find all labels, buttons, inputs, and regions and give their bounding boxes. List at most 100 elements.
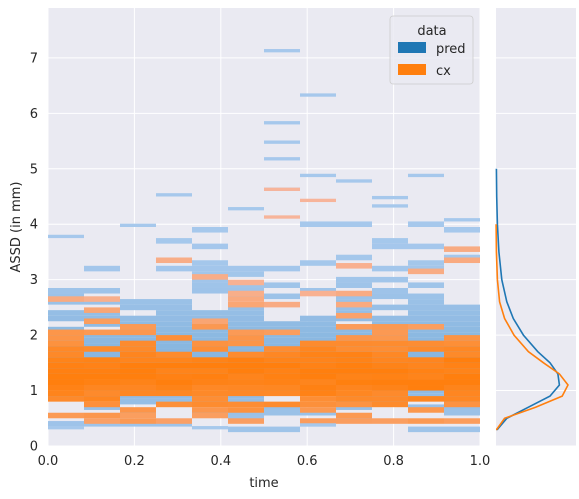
histogram-cell-cx xyxy=(300,407,336,413)
histogram-cell-pred xyxy=(300,423,336,427)
histogram-cell-pred xyxy=(264,265,300,272)
histogram-cell-cx xyxy=(336,324,372,330)
histogram-cell-pred xyxy=(372,204,408,208)
histogram-cell-pred xyxy=(300,221,336,227)
histogram-cell-pred xyxy=(192,310,228,316)
histogram-cell-cx xyxy=(336,373,372,380)
histogram-cell-cx xyxy=(300,396,336,402)
histogram-cell-cx xyxy=(264,215,300,219)
histogram-cell-pred xyxy=(372,293,408,300)
histogram-cell-cx xyxy=(156,401,192,408)
x-tick-label: 0.8 xyxy=(383,454,404,469)
histogram-cell-pred xyxy=(48,421,84,427)
histogram-cell-cx xyxy=(84,373,120,380)
histogram-cell-cx xyxy=(84,307,120,313)
histogram-cell-pred xyxy=(192,260,228,266)
histogram-cell-cx xyxy=(336,340,372,347)
legend-swatch-cx xyxy=(398,64,426,75)
histogram-cell-pred xyxy=(300,260,336,266)
histogram-cell-cx xyxy=(444,401,480,408)
marginal-grid xyxy=(496,57,576,447)
histogram-cell-pred xyxy=(336,276,372,283)
y-tick-label: 4 xyxy=(30,218,38,233)
histogram-cell-cx xyxy=(444,335,480,341)
histogram-cell-cx xyxy=(228,362,264,369)
histogram-cell-pred xyxy=(300,315,336,322)
histogram-cell-cx xyxy=(336,351,372,358)
y-tick-label: 6 xyxy=(30,107,38,122)
histogram-cell-cx xyxy=(300,373,336,380)
histogram-cell-cx xyxy=(156,418,192,424)
histogram-cell-pred xyxy=(264,49,300,53)
y-axis-ticks: 0 1 2 3 4 5 6 7 xyxy=(30,51,38,454)
histogram-cell-cx xyxy=(228,385,264,391)
histogram-cell-cx xyxy=(228,335,264,341)
histogram-cell-cx xyxy=(192,274,228,280)
x-tick-label: 0.4 xyxy=(210,454,231,469)
histogram-cell-cx xyxy=(120,362,156,369)
histogram-cell-cx xyxy=(120,351,156,358)
histogram-cell-cx xyxy=(372,396,408,402)
histogram-cell-cx xyxy=(264,390,300,397)
x-tick-label: 0.6 xyxy=(297,454,318,469)
histogram-cell-pred xyxy=(444,218,480,222)
histogram-cell-cx xyxy=(264,351,300,358)
histogram-cell-cx xyxy=(264,362,300,369)
histogram-cell-pred xyxy=(300,321,336,327)
histogram-cell-pred xyxy=(372,195,408,200)
histogram-cell-cx xyxy=(48,412,84,419)
histogram-cell-cx xyxy=(84,418,120,424)
histogram-cell-cx xyxy=(84,401,120,408)
histogram-cell-cx xyxy=(300,340,336,347)
histogram-cell-cx xyxy=(300,357,336,363)
histogram-cell-pred xyxy=(192,332,228,338)
histogram-cell-cx xyxy=(372,379,408,386)
histogram-cell-cx xyxy=(84,346,120,352)
histogram-cell-cx xyxy=(192,346,228,352)
histogram-cell-pred xyxy=(408,260,444,266)
histogram-cell-pred xyxy=(300,173,336,178)
histogram-cell-cx xyxy=(192,340,228,347)
histogram-cell-pred xyxy=(156,238,192,244)
histogram-cell-cx xyxy=(48,329,84,336)
histogram-cell-cx xyxy=(300,379,336,386)
histogram-cell-pred xyxy=(408,332,444,338)
histogram-cell-cx xyxy=(120,357,156,363)
histogram-cell-pred xyxy=(408,282,444,288)
histogram-cell-pred xyxy=(192,265,228,272)
histogram-cell-cx xyxy=(228,379,264,386)
histogram-cell-pred xyxy=(228,265,264,272)
histogram-cell-cx xyxy=(372,340,408,347)
histogram-cell-cx xyxy=(408,418,444,424)
histogram-cell-cx xyxy=(444,385,480,391)
histogram-cell-pred xyxy=(336,179,372,183)
histogram-cell-pred xyxy=(156,321,192,327)
histogram-cell-pred xyxy=(228,207,264,211)
histogram-cell-cx xyxy=(156,335,192,341)
histogram-cell-cx xyxy=(264,357,300,363)
histogram-cell-pred xyxy=(408,221,444,227)
histogram-cell-cx xyxy=(444,357,480,363)
histogram-cell-pred xyxy=(300,326,336,333)
histogram-cell-cx xyxy=(156,368,192,374)
histogram-cell-cx xyxy=(300,290,336,297)
histogram-cell-cx xyxy=(156,385,192,391)
legend-title: data xyxy=(417,24,446,39)
histogram-cell-cx xyxy=(228,329,264,336)
histogram-cell-cx xyxy=(84,368,120,374)
histogram-cell-pred xyxy=(408,293,444,300)
histogram-cell-cx xyxy=(120,412,156,419)
histogram-cell-cx xyxy=(336,368,372,374)
histogram-cell-pred xyxy=(264,293,300,300)
histogram-cell-cx xyxy=(192,379,228,386)
histogram-cell-cx xyxy=(48,357,84,363)
histogram-cell-pred xyxy=(228,271,264,277)
histogram-cell-pred xyxy=(264,282,300,288)
histogram-cell-cx xyxy=(228,407,264,413)
histogram-cell-cx xyxy=(408,357,444,363)
histogram-cell-cx xyxy=(444,418,480,424)
histogram-cell-cx xyxy=(228,351,264,358)
histogram-cell-pred xyxy=(156,315,192,322)
histogram-cell-pred xyxy=(372,276,408,283)
histogram-cells xyxy=(48,49,480,433)
